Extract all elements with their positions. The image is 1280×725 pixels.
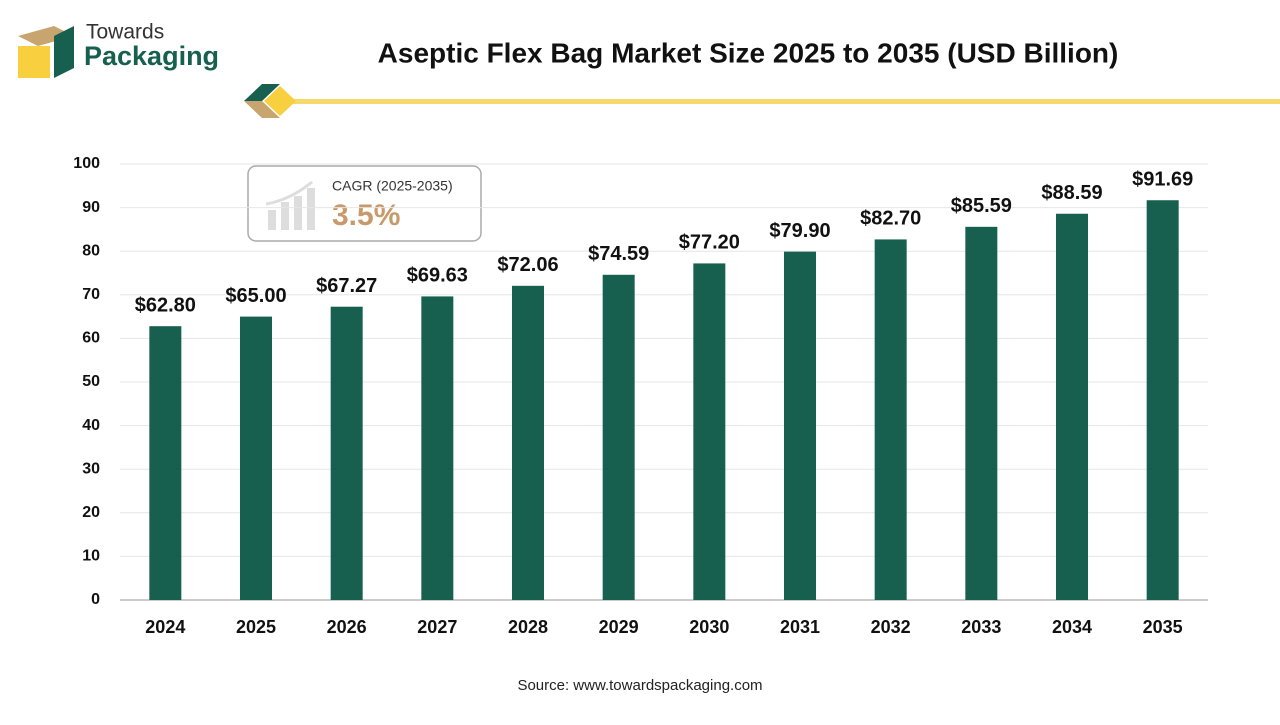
x-tick-label: 2025: [236, 617, 276, 637]
bar: [512, 285, 544, 600]
bar: [240, 316, 272, 600]
cagr-icon: [268, 210, 276, 230]
bar: [874, 239, 907, 601]
divider-icon: [244, 84, 280, 101]
bar: [965, 226, 998, 600]
y-tick-label: 0: [91, 591, 100, 608]
bar: [1146, 200, 1179, 600]
bar: [1056, 213, 1088, 600]
cagr-icon: [265, 180, 313, 206]
data-label: $74.59: [588, 243, 649, 265]
y-tick-label: 70: [82, 286, 100, 303]
cagr-icon: [307, 188, 315, 230]
x-tick-label: 2026: [327, 617, 367, 637]
cagr-box: CAGR (2025-2035) 3.5%: [247, 165, 482, 242]
logo-box-side: [54, 26, 74, 78]
bar: [149, 326, 182, 600]
divider-line: [285, 99, 1280, 104]
data-label: $79.90: [769, 220, 830, 242]
x-tick-label: 2030: [689, 617, 729, 637]
logo-box-top: [18, 26, 74, 46]
logo-box-front: [18, 46, 50, 78]
logo-text: Towards: [86, 21, 164, 44]
data-label: $67.27: [316, 275, 377, 297]
logo: Towards Packaging: [18, 21, 219, 78]
data-label: $62.80: [135, 294, 196, 316]
y-tick-label: 80: [82, 242, 100, 259]
divider: [244, 84, 1280, 118]
data-label: $82.70: [860, 208, 921, 230]
y-tick-label: 90: [82, 199, 100, 216]
data-label: $65.00: [225, 285, 286, 307]
cagr-icon: [294, 196, 302, 230]
cagr-icon: [281, 202, 289, 230]
data-label: $69.63: [407, 265, 468, 287]
cagr-value: 3.5%: [332, 199, 400, 232]
cagr-label: CAGR (2025-2035): [332, 178, 453, 194]
logo-text: Packaging: [84, 41, 219, 71]
x-tick-label: 2024: [145, 617, 185, 637]
bar: [421, 296, 454, 600]
y-tick-label: 50: [82, 373, 100, 390]
y-tick-label: 100: [73, 155, 100, 172]
data-label: $77.20: [679, 232, 740, 254]
y-tick-label: 60: [82, 330, 100, 347]
divider-icon: [244, 101, 280, 118]
source: Source: www.towardspackaging.com: [517, 677, 762, 694]
data-label: $85.59: [951, 195, 1012, 217]
x-tick-label: 2032: [871, 617, 911, 637]
chart-title: Aseptic Flex Bag Market Size 2025 to 203…: [378, 37, 1119, 68]
y-tick-label: 10: [82, 548, 100, 565]
x-tick-label: 2033: [961, 617, 1001, 637]
x-tick-label: 2029: [599, 617, 639, 637]
y-tick-label: 40: [82, 417, 100, 434]
x-tick-label: 2035: [1143, 617, 1183, 637]
bar: [602, 274, 635, 600]
data-label: $88.59: [1041, 182, 1102, 204]
x-tick-label: 2027: [417, 617, 457, 637]
bar: [784, 251, 816, 601]
divider-icon: [264, 86, 296, 116]
y-tick-label: 30: [82, 460, 100, 477]
data-label: $72.06: [497, 254, 558, 276]
data-label: $91.69: [1132, 169, 1193, 191]
bar: [330, 306, 363, 600]
y-tick-label: 20: [82, 504, 100, 521]
x-tick-label: 2028: [508, 617, 548, 637]
bar: [693, 263, 726, 600]
x-tick-label: 2034: [1052, 617, 1092, 637]
x-tick-label: 2031: [780, 617, 820, 637]
